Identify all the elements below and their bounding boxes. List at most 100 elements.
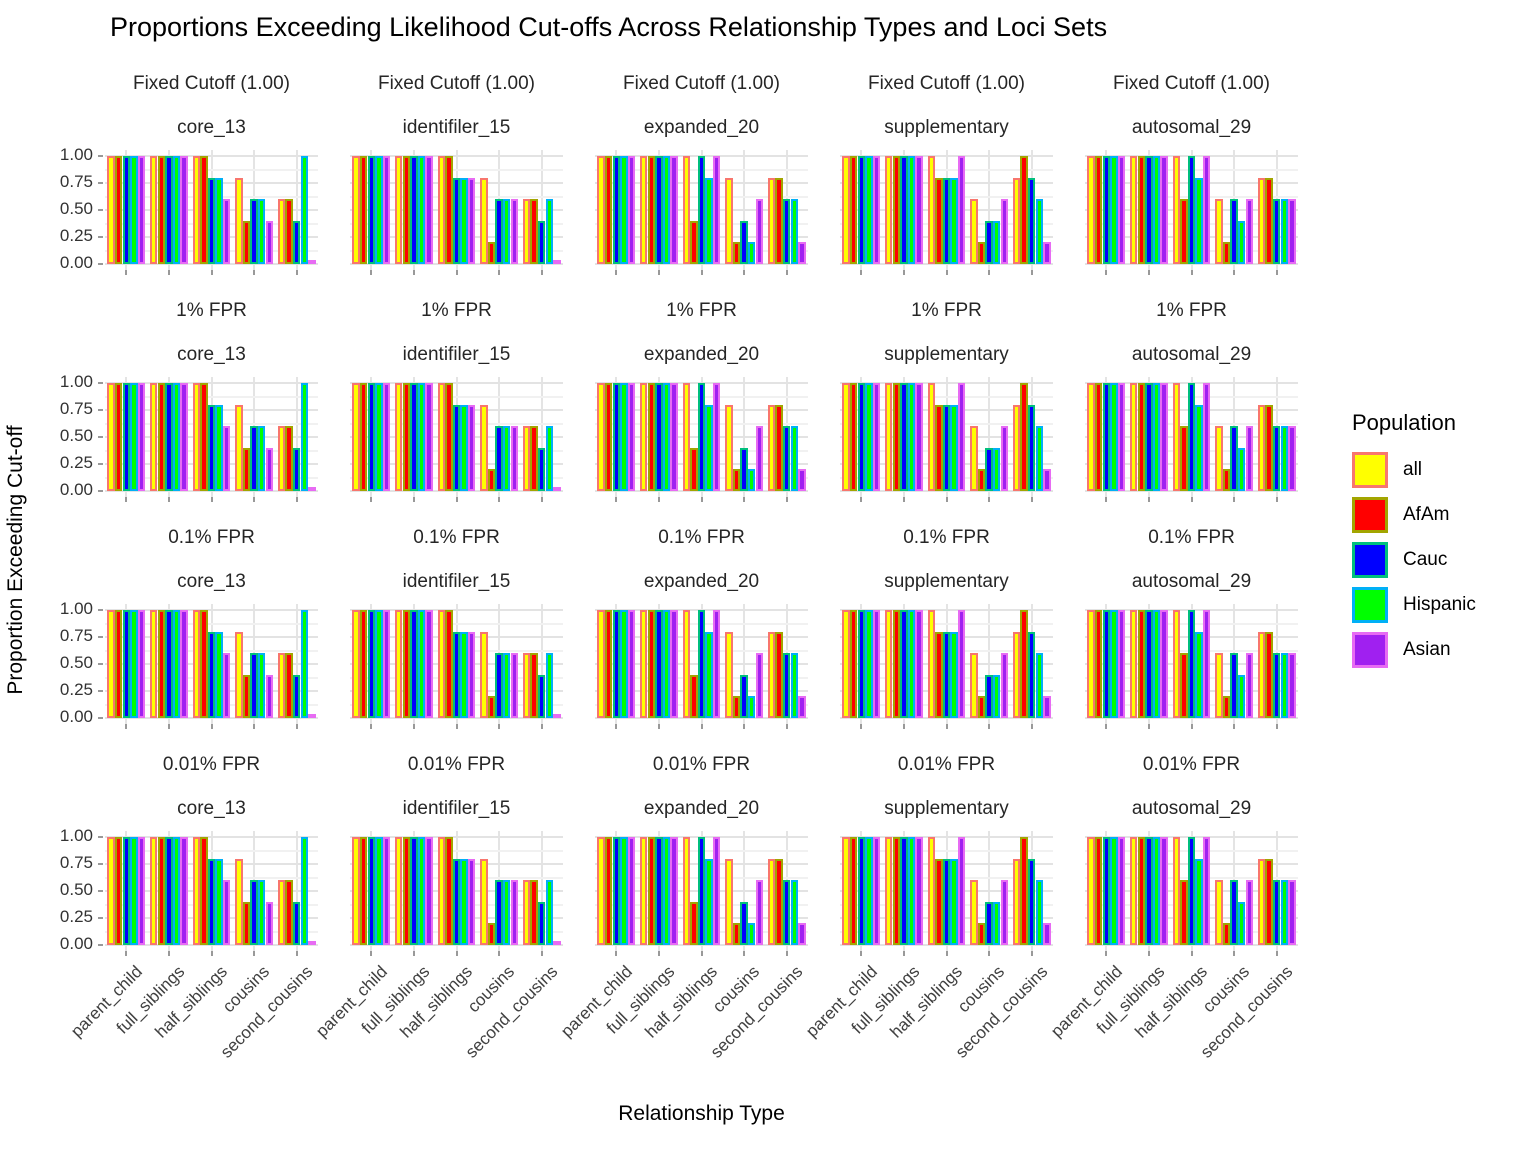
bar <box>257 199 266 264</box>
facet-panel-0-3 <box>840 150 1053 275</box>
bar <box>382 383 391 491</box>
bar <box>1000 880 1009 945</box>
bar <box>1102 837 1111 945</box>
bar <box>1102 383 1111 491</box>
bar <box>977 923 986 945</box>
bar <box>367 383 376 491</box>
bar <box>382 837 391 945</box>
x-tick-mark <box>1030 724 1033 729</box>
y-tick-mark <box>98 890 103 892</box>
bar <box>712 156 721 264</box>
bar <box>892 156 901 264</box>
bar <box>487 242 496 264</box>
facet-panel-0-2 <box>595 150 808 275</box>
facet-strip-cutoff: 1% FPR <box>176 300 247 321</box>
bar <box>1272 199 1281 264</box>
bar <box>1043 242 1051 264</box>
bar <box>207 177 216 264</box>
bar <box>107 383 115 491</box>
x-tick-mark <box>902 724 905 729</box>
minor-gridline <box>350 623 563 625</box>
bar <box>149 610 158 718</box>
bar <box>647 610 656 718</box>
x-tick-mark <box>988 724 991 729</box>
bar <box>1129 156 1138 264</box>
bar <box>950 858 958 945</box>
facet-strip-lociset: autosomal_29 <box>1131 571 1252 592</box>
bar <box>849 610 858 718</box>
bar <box>1020 156 1028 264</box>
facet-strip-lociset: expanded_20 <box>643 798 760 819</box>
bar <box>445 837 453 945</box>
bar <box>798 696 806 718</box>
bar <box>460 858 468 945</box>
bar <box>480 858 488 945</box>
major-gridline <box>105 263 318 265</box>
bar <box>367 156 376 264</box>
bar <box>604 156 613 264</box>
bar <box>292 220 301 264</box>
bar <box>992 220 1001 264</box>
bar <box>857 837 866 945</box>
bar <box>417 837 426 945</box>
y-tick-label: 0.00 <box>59 480 93 499</box>
bar <box>402 610 411 718</box>
y-tick-mark <box>98 636 103 638</box>
x-tick-mark <box>743 270 746 275</box>
bar <box>670 610 678 718</box>
bar <box>257 653 266 718</box>
bar <box>235 404 243 491</box>
facet-strip-lociset: core_13 <box>177 571 246 592</box>
x-tick-mark <box>615 724 618 729</box>
bar <box>1043 469 1051 491</box>
facet-panel-1-0 <box>105 377 318 502</box>
bar <box>690 447 698 491</box>
bar <box>705 177 713 264</box>
x-tick-mark <box>1275 951 1278 956</box>
bar <box>662 156 671 264</box>
x-tick-mark <box>902 951 905 956</box>
bar <box>900 837 908 945</box>
major-gridline <box>350 263 563 265</box>
bar <box>242 447 251 491</box>
legend: Population all AfAm Cauc Hispanic Asian <box>1352 410 1476 677</box>
bar <box>1117 383 1126 491</box>
minor-gridline <box>840 169 1053 171</box>
y-tick-mark <box>98 663 103 665</box>
bar <box>857 156 866 264</box>
bar <box>382 156 391 264</box>
bar <box>705 858 713 945</box>
bar <box>394 383 403 491</box>
y-tick-label: 1.00 <box>59 145 93 164</box>
bar <box>935 177 943 264</box>
bar <box>1094 837 1103 945</box>
x-tick-mark <box>498 724 501 729</box>
bar <box>487 923 496 945</box>
bar <box>682 837 691 945</box>
bar <box>907 837 916 945</box>
bar <box>257 880 266 945</box>
y-tick-mark <box>98 236 103 238</box>
bar <box>502 199 511 264</box>
legend-label: Hispanic <box>1403 594 1476 615</box>
x-tick-mark <box>1233 270 1236 275</box>
bar <box>767 404 776 491</box>
bar <box>915 837 923 945</box>
facet-strip-lociset: autosomal_29 <box>1131 344 1252 365</box>
x-tick-mark <box>540 270 543 275</box>
minor-gridline <box>350 169 563 171</box>
bar <box>352 610 360 718</box>
bar <box>1102 156 1111 264</box>
bar <box>725 177 733 264</box>
bar <box>452 858 461 945</box>
bar <box>1245 199 1254 264</box>
bar <box>790 880 799 945</box>
bar <box>1237 447 1246 491</box>
x-tick-mark <box>743 497 746 502</box>
bar <box>375 610 383 718</box>
bar <box>1245 426 1254 491</box>
bar <box>942 404 951 491</box>
bar <box>690 674 698 718</box>
bar <box>215 177 223 264</box>
bar <box>957 837 966 945</box>
